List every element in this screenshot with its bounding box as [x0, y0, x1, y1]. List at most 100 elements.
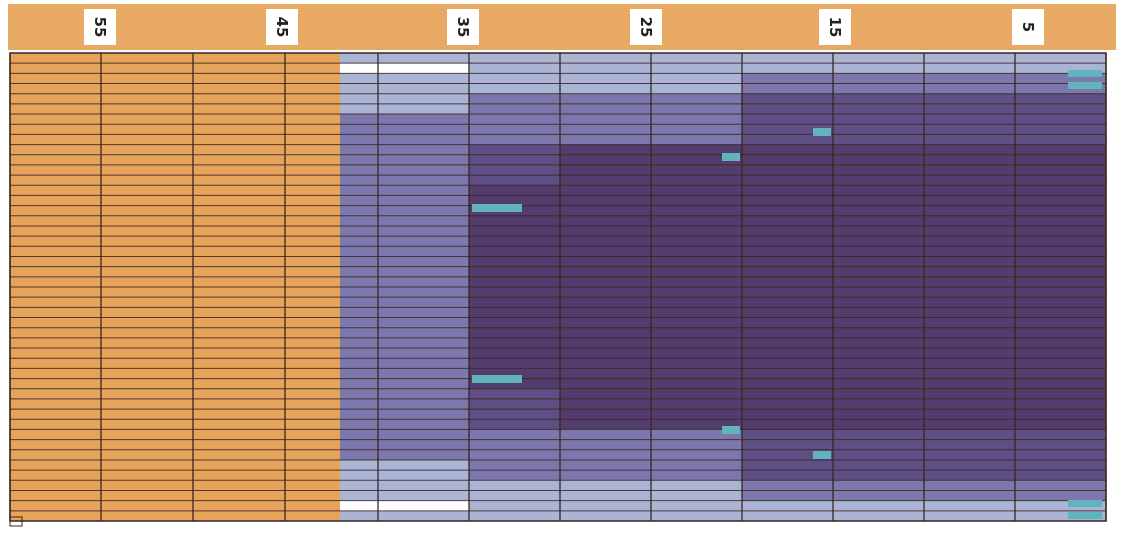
grid-cell [378, 103, 469, 115]
grid-cell [378, 398, 469, 410]
grid-cell [924, 73, 1015, 84]
grid-cell [469, 63, 560, 74]
grid-cell [924, 480, 1015, 491]
grid-cell [560, 439, 651, 450]
grid-cell [469, 144, 560, 155]
grid-cell [742, 53, 833, 64]
marker-cell [1068, 512, 1102, 519]
grid-cell [742, 439, 833, 450]
grid-cell [742, 124, 833, 135]
grid-cell [651, 103, 742, 115]
grid-cell [924, 297, 1015, 308]
grid-cell [469, 378, 560, 389]
grid-cell [742, 236, 833, 247]
grid-cell [651, 134, 742, 145]
marker-cell [813, 451, 831, 459]
grid-cell [340, 195, 378, 206]
grid-cell [833, 368, 924, 379]
grid-cell [651, 236, 742, 247]
grid-cell [742, 83, 833, 94]
grid-cell [1015, 459, 1106, 471]
grid-cell [924, 358, 1015, 369]
grid-cell [833, 154, 924, 165]
grid-cell [560, 449, 651, 460]
grid-cell [340, 348, 378, 359]
grid-cell [1015, 256, 1106, 267]
grid-cell [1015, 419, 1106, 430]
grid-cell [833, 205, 924, 216]
grid-cell [469, 134, 560, 145]
grid-cell [833, 297, 924, 308]
grid-cell [742, 266, 833, 277]
grid-cell [742, 317, 833, 328]
grid-cell [378, 470, 469, 481]
grid-cell [560, 348, 651, 359]
grid-cell [378, 144, 469, 155]
grid-cell [651, 500, 742, 511]
grid-cell [340, 388, 378, 399]
grid-cell [469, 348, 560, 359]
grid-cell [924, 205, 1015, 216]
grid-cell [378, 276, 469, 287]
grid-cell [924, 144, 1015, 155]
grid-cell [560, 175, 651, 186]
grid-cell [1015, 73, 1106, 84]
grid-cell [560, 225, 651, 237]
grid-cell [833, 246, 924, 257]
grid-cell [340, 73, 378, 84]
grid-cell [1015, 246, 1106, 257]
grid-cell [469, 287, 560, 298]
grid-cell [469, 53, 560, 64]
grid-cell [742, 307, 833, 318]
grid-cell [560, 378, 651, 389]
grid-cell [340, 358, 378, 369]
grid-cell [651, 419, 742, 430]
tick-label-box: 55 [84, 9, 116, 45]
grid-cell [924, 317, 1015, 328]
grid-cell [651, 480, 742, 491]
grid-cell [1015, 358, 1106, 369]
grid-cell [924, 287, 1015, 298]
grid-cell [651, 368, 742, 379]
grid-cell [340, 398, 378, 410]
grid-cell [651, 266, 742, 277]
grid-cell [833, 317, 924, 328]
grid-cell [833, 419, 924, 430]
grid-cell [833, 500, 924, 511]
grid-cell [469, 73, 560, 84]
grid-cell [1015, 225, 1106, 237]
grid-cell [833, 266, 924, 277]
marker-cell [472, 204, 522, 212]
grid-cell [1015, 103, 1106, 115]
grid-cell [1015, 287, 1106, 298]
grid-cell [469, 317, 560, 328]
grid-cell [378, 134, 469, 145]
grid-cell [378, 429, 469, 440]
grid-cell [560, 144, 651, 155]
grid-cell [469, 276, 560, 287]
grid-cell [378, 53, 469, 64]
grid-cell [1015, 470, 1106, 481]
grid-cell [651, 449, 742, 460]
grid-cell [378, 439, 469, 450]
grid-cell [560, 510, 651, 521]
grid-cell [469, 470, 560, 481]
grid-cell [1015, 368, 1106, 379]
grid-cell [469, 307, 560, 318]
grid-cell [742, 480, 833, 491]
grid-cell [340, 307, 378, 318]
grid-cell [924, 439, 1015, 450]
grid-cell [742, 327, 833, 338]
grid-cell [340, 205, 378, 216]
grid-cell [560, 256, 651, 267]
grid-cell [560, 154, 651, 165]
grid-cell [924, 83, 1015, 94]
grid-cell [742, 63, 833, 74]
grid-cell [469, 409, 560, 420]
grid-cell [833, 144, 924, 155]
grid-cell [651, 83, 742, 94]
grid-cell [924, 256, 1015, 267]
grid-cell [378, 337, 469, 349]
grid-cell [560, 124, 651, 135]
grid-cell [469, 236, 560, 247]
